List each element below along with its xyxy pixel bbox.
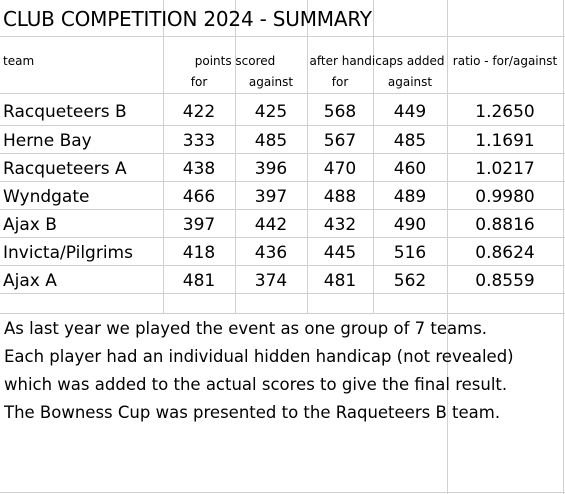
handicap-for: 568	[323, 102, 357, 122]
handicap-for: 445	[323, 243, 357, 263]
points-for: 466	[182, 187, 216, 207]
grid-line-horizontal	[0, 209, 565, 210]
handicap-against: 485	[393, 131, 427, 151]
ratio-value: 1.1691	[475, 131, 535, 151]
points-for: 418	[182, 243, 216, 263]
grid-line-vertical	[307, 0, 308, 314]
note-line: which was added to the actual scores to …	[4, 375, 508, 394]
handicap-against: 516	[393, 243, 427, 263]
handicap-against: 562	[393, 271, 427, 291]
team-name: Ajax B	[3, 215, 57, 235]
ratio-value: 0.8559	[475, 271, 535, 291]
grid-line-vertical	[163, 0, 164, 314]
note-line: As last year we played the event as one …	[4, 319, 488, 338]
points-against: 485	[254, 131, 288, 151]
header-after-handicaps: after handicaps added	[309, 54, 445, 68]
grid-line-horizontal	[0, 36, 565, 37]
grid-line-horizontal	[0, 153, 565, 154]
team-name: Wyndgate	[3, 187, 90, 207]
points-against: 436	[254, 243, 288, 263]
header-points-scored: points scored	[194, 54, 276, 68]
handicap-for: 432	[323, 215, 357, 235]
handicap-for: 488	[323, 187, 357, 207]
grid-line-vertical	[447, 0, 448, 494]
grid-line-horizontal	[0, 265, 565, 266]
grid-line-vertical	[235, 0, 236, 314]
sheet-title: CLUB COMPETITION 2024 - SUMMARY	[3, 7, 372, 31]
points-for: 333	[182, 131, 216, 151]
handicap-against: 460	[393, 159, 427, 179]
points-against: 442	[254, 215, 288, 235]
handicap-against: 489	[393, 187, 427, 207]
ratio-value: 1.0217	[475, 159, 535, 179]
grid-line-vertical	[563, 0, 564, 494]
team-name: Racqueteers B	[3, 102, 127, 122]
grid-line-horizontal	[0, 181, 565, 182]
grid-line-horizontal	[0, 313, 565, 314]
points-for: 422	[182, 102, 216, 122]
header-for: for	[190, 75, 208, 89]
handicap-against: 490	[393, 215, 427, 235]
handicap-for: 470	[323, 159, 357, 179]
team-name: Invicta/Pilgrims	[3, 243, 133, 263]
team-name: Racqueteers A	[3, 159, 127, 179]
points-against: 396	[254, 159, 288, 179]
points-for: 481	[182, 271, 216, 291]
handicap-for: 481	[323, 271, 357, 291]
points-against: 397	[254, 187, 288, 207]
grid-line-vertical	[373, 0, 374, 314]
grid-line-horizontal	[0, 93, 565, 94]
points-for: 438	[182, 159, 216, 179]
ratio-value: 0.9980	[475, 187, 535, 207]
ratio-value: 0.8816	[475, 215, 535, 235]
points-against: 425	[254, 102, 288, 122]
grid-line-horizontal	[0, 492, 565, 493]
header-team: team	[3, 54, 35, 68]
team-name: Ajax A	[3, 271, 57, 291]
points-against: 374	[254, 271, 288, 291]
ratio-value: 1.2650	[475, 102, 535, 122]
grid-line-horizontal	[0, 237, 565, 238]
team-name: Herne Bay	[3, 131, 92, 151]
note-line: The Bowness Cup was presented to the Raq…	[4, 403, 501, 422]
grid-line-horizontal	[0, 125, 565, 126]
points-for: 397	[182, 215, 216, 235]
header-against: against	[248, 75, 294, 89]
header-handicap-for: for	[331, 75, 349, 89]
handicap-for: 567	[323, 131, 357, 151]
header-ratio: ratio - for/against	[452, 54, 558, 68]
ratio-value: 0.8624	[475, 243, 535, 263]
handicap-against: 449	[393, 102, 427, 122]
note-line: Each player had an individual hidden han…	[4, 347, 514, 366]
header-handicap-against: against	[387, 75, 433, 89]
grid-line-horizontal	[0, 293, 565, 294]
